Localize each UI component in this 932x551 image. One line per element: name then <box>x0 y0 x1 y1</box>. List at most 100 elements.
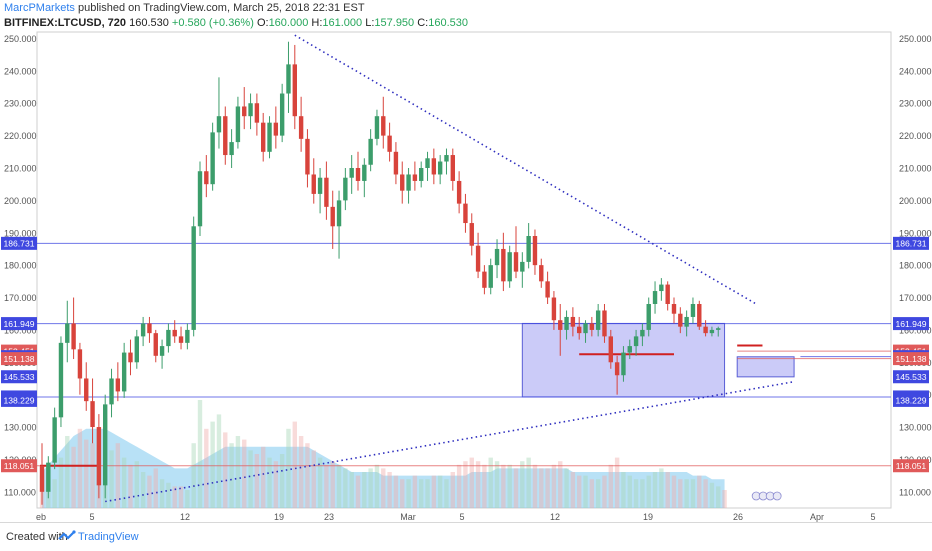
candle-body <box>235 106 241 143</box>
volume-bar <box>343 468 348 508</box>
volume-bar <box>558 461 563 508</box>
tradingview-brand[interactable]: TradingView <box>78 531 139 543</box>
price-tag-left <box>1 236 37 250</box>
candle-body <box>223 116 228 156</box>
candle-body <box>336 200 342 227</box>
candle-body <box>298 116 304 139</box>
x-tick-label: 26 <box>733 512 743 522</box>
y-tick-label-right: 180.000 <box>899 261 932 271</box>
candle-body <box>406 174 411 191</box>
volume-bar <box>324 464 329 508</box>
candle-body <box>381 116 386 136</box>
volume-bar <box>279 454 285 508</box>
candle-body <box>602 310 607 337</box>
candle-body <box>558 320 563 330</box>
candle-body <box>147 323 152 334</box>
candle-body <box>254 103 260 123</box>
x-tick-label: 12 <box>180 512 190 522</box>
candle-body <box>109 378 114 405</box>
volume-bar <box>621 472 626 508</box>
y-tick-label-right: 210.000 <box>899 164 932 174</box>
y-tick-label-right: 190.000 <box>899 228 932 238</box>
y-tick-label-left: 220.000 <box>4 131 37 141</box>
price-tag-label-right: 161.949 <box>895 319 926 329</box>
price-tag-right <box>893 352 929 366</box>
volume-bar <box>84 439 89 508</box>
y-tick-label-right: 130.000 <box>899 423 932 433</box>
created-with-text: Created with <box>6 531 68 543</box>
price-tag-left <box>1 393 37 407</box>
volume-bar <box>52 479 57 508</box>
candle-body <box>627 346 632 353</box>
x-tick-label: 19 <box>274 512 284 522</box>
candle-body <box>545 281 550 298</box>
y-tick-label-left: 160.000 <box>4 325 37 335</box>
volume-bar <box>475 461 481 508</box>
volume-bar <box>254 454 260 508</box>
candlestick-chart[interactable]: 110.000110.000120.000120.000130.000130.0… <box>0 0 932 522</box>
y-tick-label-left: 170.000 <box>4 293 37 303</box>
candle-body <box>90 401 95 428</box>
price-tag-right <box>893 459 929 473</box>
candle-body <box>71 323 76 350</box>
volume-bar <box>298 436 304 508</box>
price-tag-label-left: 186.731 <box>3 239 34 249</box>
candle-body <box>697 304 702 327</box>
candle-body <box>488 265 493 288</box>
symbol-label[interactable]: BITFINEX:LTCUSD, 720 <box>4 17 127 29</box>
volume-bar <box>71 446 76 508</box>
x-tick-label: 5 <box>459 512 464 522</box>
candle-body <box>140 323 146 337</box>
volume-bar <box>501 464 506 508</box>
author-link[interactable]: MarcPMarkets <box>4 2 75 14</box>
candle-body <box>419 168 424 181</box>
volume-bar <box>545 468 550 508</box>
tradingview-logo-icon[interactable] <box>58 529 76 543</box>
candle-body <box>368 138 373 165</box>
candle-body <box>463 203 468 224</box>
price-tag-label-left: 161.949 <box>3 319 34 329</box>
event-marker-icon <box>772 491 782 501</box>
candle-body <box>482 271 487 288</box>
plot-area <box>36 31 892 509</box>
x-tick-label: 23 <box>324 512 334 522</box>
candle-body <box>374 116 380 139</box>
candle-body <box>684 316 689 327</box>
candle-body <box>96 427 102 486</box>
volume-bar <box>172 486 177 508</box>
candle-body <box>311 174 316 194</box>
y-tick-label-right: 110.000 <box>899 487 931 497</box>
candle-body <box>494 248 500 266</box>
candle-body <box>412 174 418 181</box>
volume-bar <box>646 475 651 508</box>
volume-bar <box>469 457 474 508</box>
volume-bar <box>589 479 595 508</box>
volume-bar <box>147 475 152 508</box>
candle-body <box>286 64 291 94</box>
volume-bar <box>716 486 721 508</box>
candle-body <box>646 304 651 330</box>
price-tag-right <box>893 393 929 407</box>
candle-body <box>166 329 171 347</box>
volume-bar <box>381 468 386 508</box>
x-tick-label: 12 <box>550 512 560 522</box>
price-tag-label-right: 151.138 <box>895 354 926 364</box>
volume-bar <box>197 400 203 508</box>
y-tick-label-right: 160.000 <box>899 325 932 335</box>
volume-bar <box>652 472 658 508</box>
volume-bar <box>185 490 190 508</box>
candle-body <box>216 116 222 133</box>
price-tag-label-left: 145.533 <box>3 372 34 382</box>
candle-body <box>317 177 323 194</box>
candle-body <box>640 329 645 337</box>
volume-bar <box>671 475 677 508</box>
volume-bar <box>678 479 683 508</box>
candle-body <box>324 177 329 207</box>
candle-body <box>400 174 405 191</box>
candle-body <box>716 328 721 330</box>
ohlc-open-label: O: <box>256 17 269 29</box>
volume-bar <box>248 450 253 508</box>
volume-bar <box>77 428 83 508</box>
volume-bar <box>526 457 531 508</box>
volume-bar <box>134 461 139 508</box>
